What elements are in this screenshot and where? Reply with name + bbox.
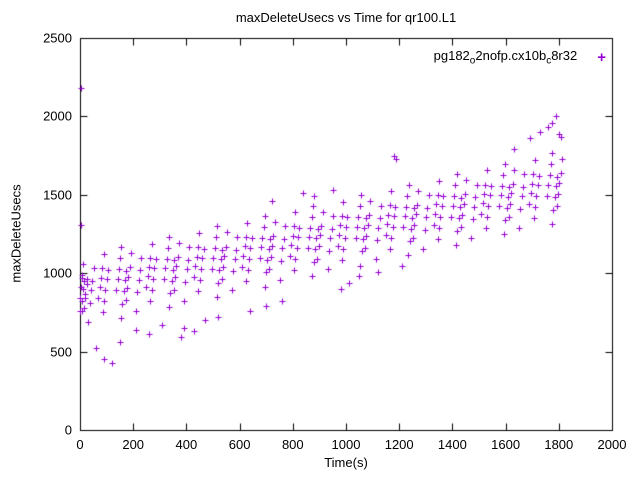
- x-tick-label: 400: [175, 437, 198, 452]
- y-tick-label: 1500: [43, 187, 72, 203]
- x-tick-label: 1000: [331, 437, 361, 452]
- x-tick-label: 2000: [597, 437, 627, 452]
- x-tick-label: 1200: [384, 437, 414, 452]
- legend-label-part: 8r32: [551, 48, 578, 63]
- y-tick-label: 2000: [43, 108, 72, 124]
- x-tick-label: 200: [122, 437, 145, 452]
- plus-marker-icon: +: [597, 48, 606, 66]
- y-tick-label: 0: [64, 422, 72, 438]
- x-tick-label: 0: [76, 437, 84, 452]
- legend-series-label: pg182o2nofp.cx10bc8r32: [434, 48, 578, 67]
- legend: pg182o2nofp.cx10bc8r32 +: [434, 48, 606, 67]
- legend-label-subscript: o: [469, 55, 476, 67]
- x-tick-label: 1600: [491, 437, 521, 452]
- x-tick-label: 600: [228, 437, 251, 452]
- legend-label-subscript: c: [546, 55, 552, 67]
- chart-title: maxDeleteUsecs vs Time for qr100.L1: [235, 10, 457, 25]
- x-tick-label: 1400: [437, 437, 467, 452]
- y-tick-label: 1000: [43, 265, 72, 281]
- y-tick-label: 500: [50, 344, 72, 360]
- x-tick-label: 1800: [544, 437, 574, 452]
- y-tick-label: 2500: [43, 30, 72, 46]
- x-axis-label: Time(s): [324, 455, 368, 470]
- legend-label-part: pg182: [433, 48, 470, 63]
- legend-label-part: 2nofp.cx10b: [475, 48, 547, 63]
- x-tick-label: 800: [281, 437, 304, 452]
